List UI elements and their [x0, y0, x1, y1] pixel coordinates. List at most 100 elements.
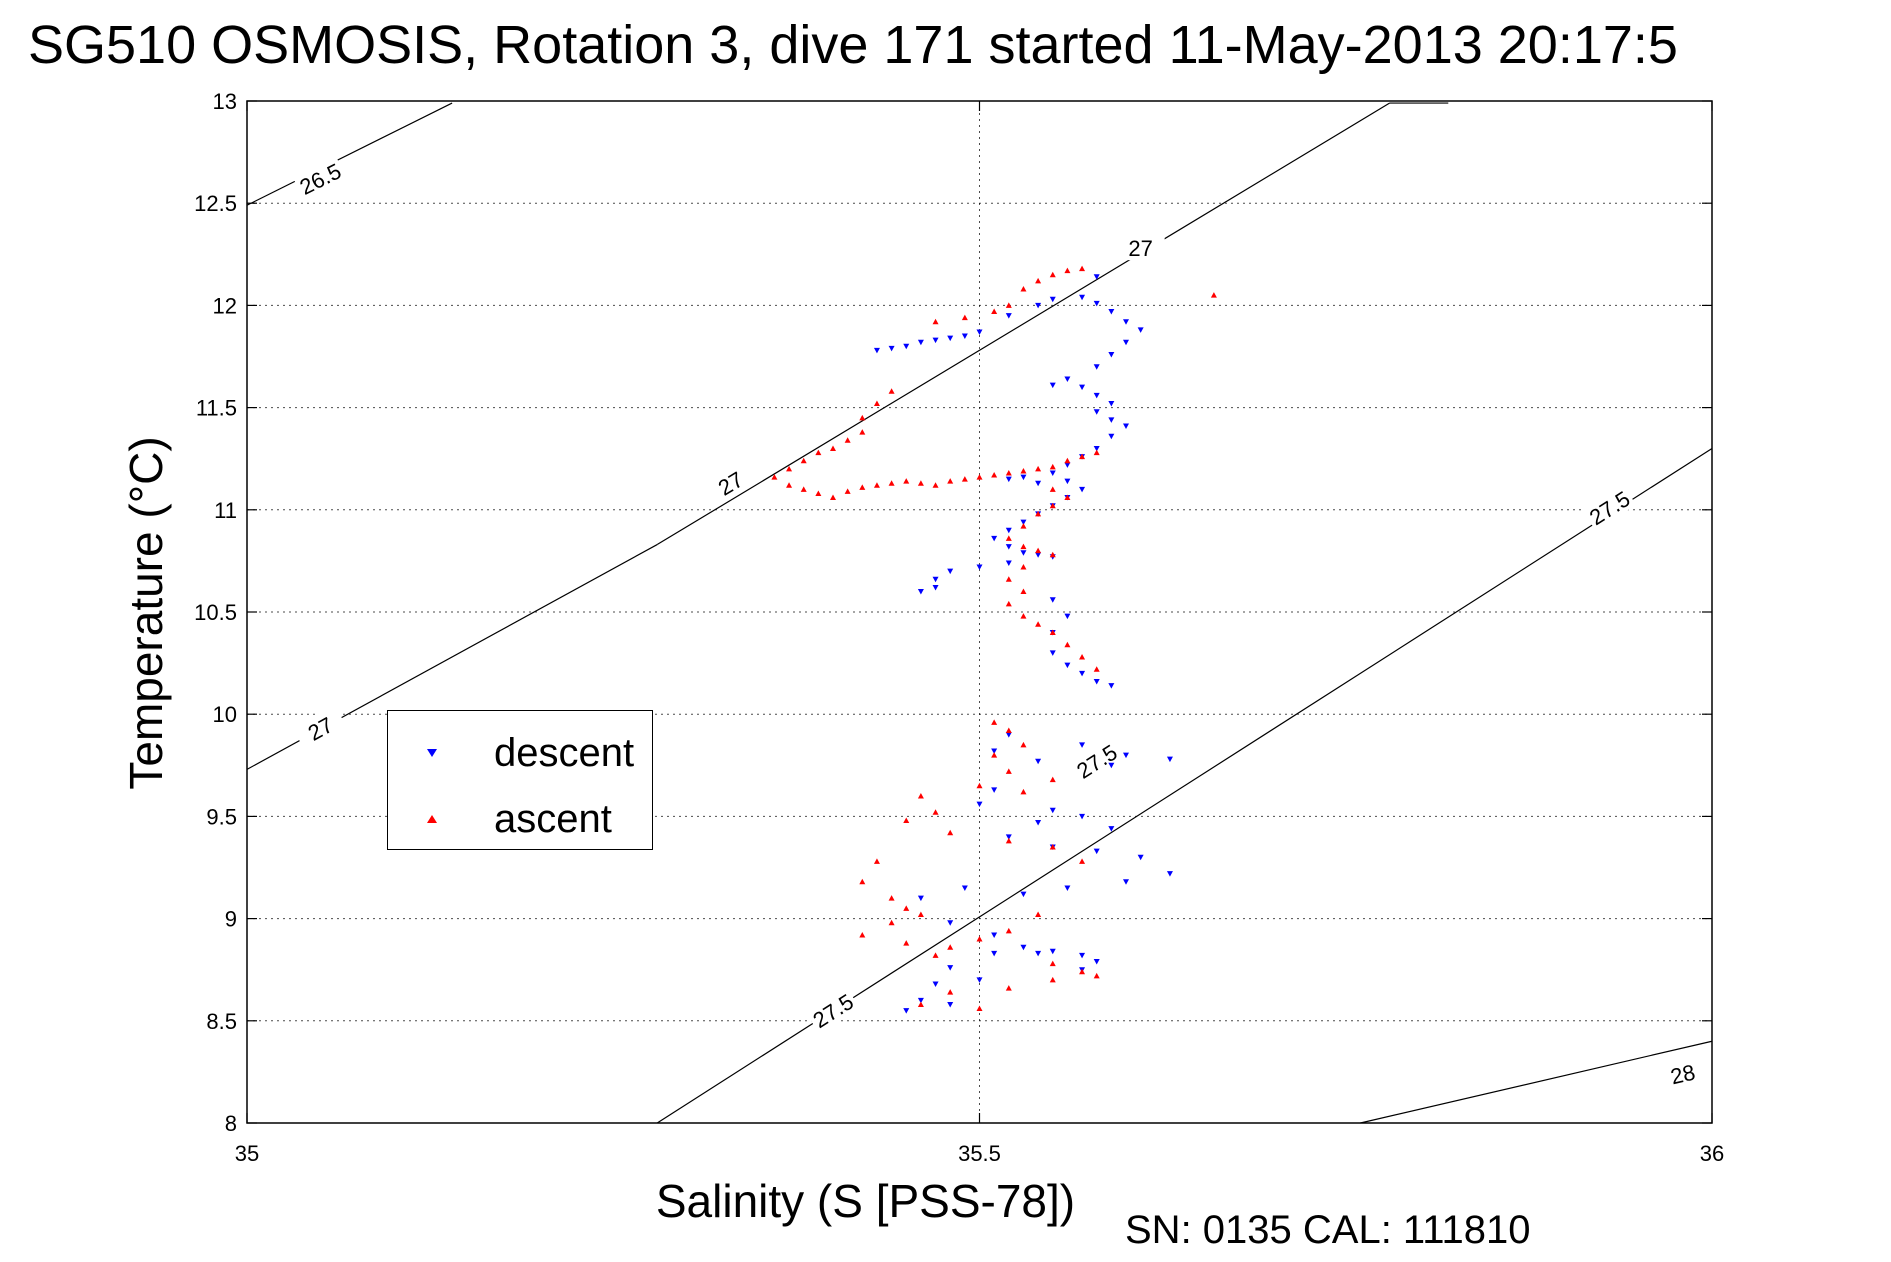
descent-point: [1049, 948, 1056, 955]
ascent-point: [830, 445, 836, 451]
isopycnal-line: [246, 102, 453, 206]
ascent-point: [1093, 666, 1100, 672]
x-tick-label: 36: [1700, 1141, 1724, 1166]
descent-point: [1093, 848, 1100, 855]
descent-point: [1005, 476, 1012, 483]
descent-point: [903, 343, 910, 350]
descent-point: [917, 589, 924, 595]
descent-point: [1079, 952, 1086, 959]
descent-point: [917, 997, 924, 1004]
descent-point: [961, 333, 968, 340]
isopycnal-label-bg: [1068, 736, 1124, 785]
ascent-point: [786, 482, 793, 488]
descent-point: [932, 981, 939, 988]
ascent-point: [1035, 465, 1042, 472]
descent-point: [1108, 417, 1115, 423]
ascent-point: [991, 752, 998, 758]
ascent-point: [771, 474, 778, 480]
ascent-point: [1049, 844, 1056, 850]
descent-point: [903, 1008, 910, 1014]
descent-point: [1035, 480, 1042, 487]
descent-point: [1123, 319, 1129, 325]
descent-point: [976, 977, 983, 983]
legend-label-ascent: ascent: [494, 797, 612, 841]
isopycnal-label-text: 28: [1668, 1059, 1698, 1089]
ascent-point: [873, 400, 880, 407]
descent-point: [1049, 296, 1056, 303]
ascent-point: [1005, 600, 1012, 607]
descent-point: [991, 932, 998, 938]
ascent-point: [1020, 467, 1027, 474]
descent-point: [1005, 560, 1012, 566]
isopycnal-label-bg: [292, 704, 348, 751]
isopycnal-label-bg: [702, 458, 758, 506]
descent-point: [1093, 959, 1100, 965]
chart-title: SG510 OSMOSIS, Rotation 3, dive 171 star…: [28, 15, 1678, 75]
descent-point: [888, 345, 895, 352]
ascent-point: [1020, 286, 1027, 292]
descent-point: [1020, 891, 1027, 898]
descent-point: [1108, 351, 1115, 358]
descent-point: [1079, 813, 1086, 820]
ascent-point: [1005, 768, 1012, 774]
ascent-point: [917, 480, 924, 486]
descent-point: [1079, 294, 1086, 301]
y-tick-label: 8: [225, 1111, 237, 1136]
descent-point: [932, 576, 939, 583]
ascent-point: [976, 474, 983, 480]
ascent-point: [903, 817, 910, 823]
descent-point: [947, 335, 954, 342]
axis-ticks: 8 8.5 9 9.5 10 10.5 11 11.5 12 12.5 13 35 35.5 36: [194, 89, 1724, 1166]
descent-point: [1064, 662, 1071, 669]
isopycnal-label: 27.5: [1068, 736, 1124, 785]
isopycnal-label: 27.5: [805, 985, 860, 1034]
y-tick-label: 13: [213, 89, 237, 114]
descent-point: [1005, 527, 1012, 534]
descent-point: [1079, 742, 1086, 748]
ascent-point: [888, 919, 895, 926]
y-tick-label: 9: [225, 907, 237, 932]
ascent-point: [1049, 463, 1056, 470]
isopycnal-label-bg: [1656, 1054, 1709, 1092]
descent-point: [1123, 879, 1129, 885]
ascent-point: [888, 480, 895, 486]
descent-point: [1137, 854, 1144, 861]
descent-point: [947, 965, 954, 971]
descent-point: [1035, 820, 1042, 826]
isopycnal-label-bg: [1116, 234, 1165, 261]
descent-point: [932, 584, 939, 591]
ascent-point: [903, 478, 910, 484]
descent-point: [1064, 478, 1071, 485]
descent-point: [991, 535, 998, 542]
legend-item-ascent: ascent: [388, 795, 652, 845]
descent-point: [1123, 752, 1129, 759]
legend-label-descent: descent: [494, 731, 635, 775]
ascent-point: [888, 895, 895, 901]
descent-point: [1005, 834, 1012, 840]
descent-point: [917, 339, 924, 346]
ascent-point: [1064, 457, 1071, 464]
legend-item-descent: descent: [388, 729, 652, 779]
ascent-marker-icon: [427, 815, 437, 823]
ascent-point: [976, 936, 983, 942]
descent-point: [1108, 401, 1115, 407]
ascent-point: [1035, 547, 1042, 554]
x-axis-label: Salinity (S [PSS-78]): [655, 1175, 1076, 1227]
ascent-point: [815, 490, 822, 496]
descent-point: [932, 337, 939, 344]
ascent-point: [947, 989, 954, 995]
isopycnal-label-bg: [1581, 483, 1637, 531]
descent-point: [917, 895, 924, 902]
ascent-point: [903, 940, 910, 946]
isopycnal-label: 27: [1116, 234, 1165, 261]
ascent-point: [1020, 741, 1027, 748]
descent-point: [1166, 871, 1173, 877]
y-tick-label: 10.5: [194, 600, 237, 625]
y-tick-label: 12.5: [194, 191, 237, 216]
isopycnal-line: [1360, 1040, 1713, 1124]
ascent-point: [1093, 449, 1100, 456]
isopycnal-label-bg: [292, 155, 348, 201]
ascent-point: [1049, 486, 1056, 492]
descent-point: [1020, 519, 1027, 526]
